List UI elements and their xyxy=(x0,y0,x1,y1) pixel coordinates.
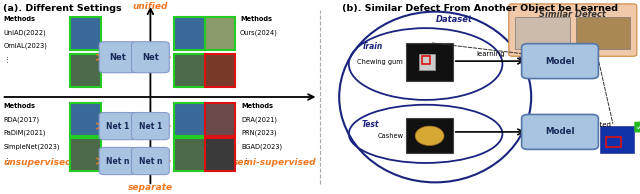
Text: PaDiM(2021): PaDiM(2021) xyxy=(3,130,45,137)
FancyBboxPatch shape xyxy=(70,138,101,171)
FancyBboxPatch shape xyxy=(132,113,169,140)
Text: OmiAL(2023): OmiAL(2023) xyxy=(3,43,47,49)
FancyBboxPatch shape xyxy=(576,17,630,48)
Text: Net 1: Net 1 xyxy=(106,122,130,131)
Text: Test: Test xyxy=(362,120,379,129)
FancyBboxPatch shape xyxy=(174,54,205,87)
Text: Cashew: Cashew xyxy=(377,133,403,139)
Text: ⋮: ⋮ xyxy=(3,56,10,62)
Text: DRA(2021): DRA(2021) xyxy=(242,116,278,123)
Text: (b). Similar Defect From Another Object be Learned: (b). Similar Defect From Another Object … xyxy=(342,4,618,13)
FancyBboxPatch shape xyxy=(600,126,634,153)
FancyBboxPatch shape xyxy=(522,44,598,79)
Text: ···: ··· xyxy=(201,56,209,65)
Text: Model: Model xyxy=(545,57,575,66)
Text: separate: separate xyxy=(128,183,173,192)
Text: ✓: ✓ xyxy=(636,123,640,132)
Text: learning: learning xyxy=(476,51,505,57)
Text: Methods: Methods xyxy=(242,103,274,109)
Text: Model: Model xyxy=(545,127,575,136)
Text: Train: Train xyxy=(362,42,383,51)
Text: UniAD(2022): UniAD(2022) xyxy=(3,29,46,36)
FancyBboxPatch shape xyxy=(419,54,435,70)
Text: unsupervised: unsupervised xyxy=(3,158,72,167)
Text: ⋮: ⋮ xyxy=(3,157,10,163)
FancyBboxPatch shape xyxy=(99,147,137,175)
Text: Net: Net xyxy=(109,53,127,62)
FancyBboxPatch shape xyxy=(132,147,169,175)
Text: Methods: Methods xyxy=(3,16,35,22)
Text: RDA(2017): RDA(2017) xyxy=(3,116,39,123)
Text: Net n: Net n xyxy=(106,157,130,165)
Ellipse shape xyxy=(415,126,444,146)
FancyBboxPatch shape xyxy=(205,138,236,171)
FancyBboxPatch shape xyxy=(174,17,205,50)
Text: BGAD(2023): BGAD(2023) xyxy=(242,144,283,150)
FancyBboxPatch shape xyxy=(406,118,453,153)
Text: detected: detected xyxy=(580,122,611,128)
Text: ···: ··· xyxy=(82,142,90,151)
FancyBboxPatch shape xyxy=(522,114,598,149)
Text: ⋮: ⋮ xyxy=(242,157,248,163)
Text: Methods: Methods xyxy=(240,16,272,22)
Text: Net: Net xyxy=(142,53,159,62)
Text: Net 1: Net 1 xyxy=(139,122,162,131)
FancyBboxPatch shape xyxy=(205,103,236,136)
FancyBboxPatch shape xyxy=(70,54,101,87)
FancyBboxPatch shape xyxy=(99,42,137,73)
Text: semi-supervised: semi-supervised xyxy=(233,158,317,167)
Text: Methods: Methods xyxy=(3,103,35,109)
Text: ···: ··· xyxy=(82,56,90,65)
Text: Ours(2024): Ours(2024) xyxy=(240,29,278,36)
Text: PRN(2023): PRN(2023) xyxy=(242,130,277,137)
Text: (a). Different Settings: (a). Different Settings xyxy=(3,4,122,13)
Text: Chewing gum: Chewing gum xyxy=(358,59,403,65)
FancyBboxPatch shape xyxy=(205,54,236,87)
FancyBboxPatch shape xyxy=(515,17,570,48)
FancyBboxPatch shape xyxy=(174,138,205,171)
Text: Dataset: Dataset xyxy=(436,15,473,24)
Text: unified: unified xyxy=(132,2,168,11)
FancyBboxPatch shape xyxy=(205,17,236,50)
Text: Net n: Net n xyxy=(139,157,162,165)
FancyBboxPatch shape xyxy=(406,43,453,81)
Text: Similar Defect: Similar Defect xyxy=(540,10,606,19)
Text: ···: ··· xyxy=(201,142,209,151)
FancyBboxPatch shape xyxy=(132,42,169,73)
FancyBboxPatch shape xyxy=(174,103,205,136)
Text: SimpleNet(2023): SimpleNet(2023) xyxy=(3,144,60,150)
FancyBboxPatch shape xyxy=(99,113,137,140)
FancyBboxPatch shape xyxy=(70,17,101,50)
FancyBboxPatch shape xyxy=(70,103,101,136)
FancyBboxPatch shape xyxy=(509,4,637,56)
